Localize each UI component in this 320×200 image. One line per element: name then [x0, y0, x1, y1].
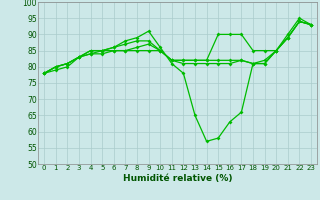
- X-axis label: Humidité relative (%): Humidité relative (%): [123, 174, 232, 183]
